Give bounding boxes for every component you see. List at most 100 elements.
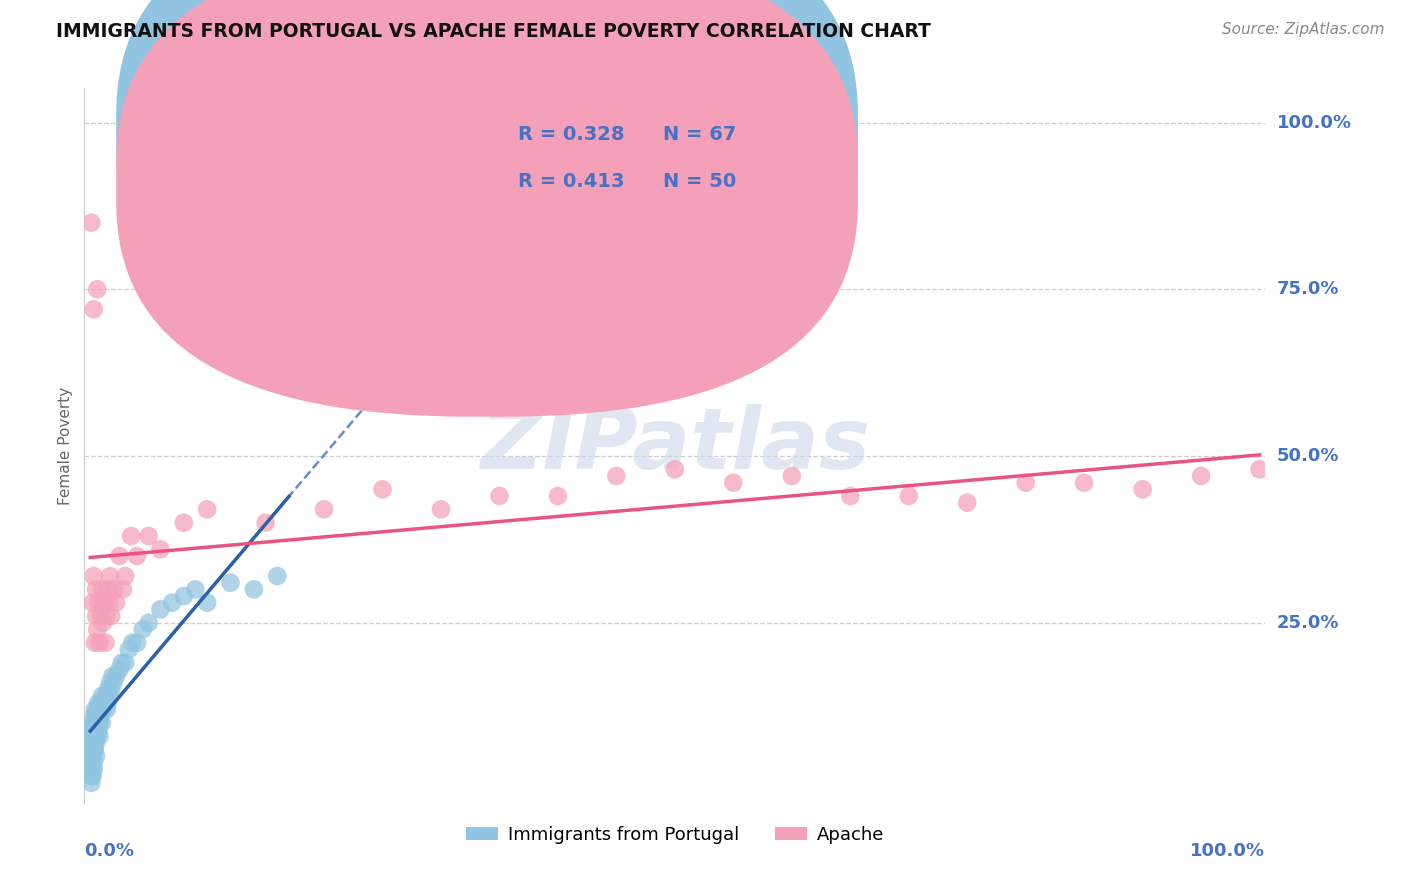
Point (82, 742, 104, 756)
Point (101, 669, 124, 683)
Point (83, 736, 105, 750)
Point (138, 615, 160, 630)
Text: Source: ZipAtlas.com: Source: ZipAtlas.com (1222, 22, 1385, 37)
Point (219, 575, 242, 590)
Point (84, 609, 107, 624)
Point (83, 742, 105, 756)
Point (184, 582, 207, 597)
Point (132, 623, 155, 637)
Point (98, 569, 121, 583)
Point (90, 609, 112, 624)
Point (87, 596, 110, 610)
FancyBboxPatch shape (117, 0, 858, 417)
Point (83, 742, 105, 756)
Text: 75.0%: 75.0% (1277, 280, 1339, 298)
Point (120, 529, 142, 543)
Point (125, 636, 148, 650)
Point (90, 689, 112, 703)
Point (149, 542, 172, 557)
Point (82, 749, 104, 764)
Point (80, 736, 103, 750)
Point (138, 529, 160, 543)
Text: 50.0%: 50.0% (1277, 447, 1339, 465)
Point (1015, 475, 1038, 490)
Point (82, 715, 104, 730)
Point (90, 582, 112, 597)
Point (111, 656, 134, 670)
Point (83, 702, 105, 716)
Point (80, 723, 103, 737)
Point (83, 569, 105, 583)
Point (93, 596, 115, 610)
Point (430, 502, 453, 516)
Point (86, 715, 108, 730)
Point (82, 763, 104, 777)
Point (82, 729, 104, 743)
Text: IMMIGRANTS FROM PORTUGAL VS APACHE FEMALE POVERTY CORRELATION CHART: IMMIGRANTS FROM PORTUGAL VS APACHE FEMAL… (56, 22, 931, 41)
Point (121, 636, 143, 650)
Point (100, 682, 122, 697)
Point (547, 489, 569, 503)
Point (312, 502, 335, 516)
Point (97, 596, 120, 610)
Point (86, 282, 108, 296)
Point (114, 656, 136, 670)
Point (1132, 483, 1154, 497)
Point (114, 569, 136, 583)
Point (86, 623, 108, 637)
Point (89, 702, 111, 716)
Point (94, 689, 117, 703)
Point (723, 475, 745, 490)
Point (91, 615, 114, 630)
Point (149, 602, 172, 616)
Point (96, 609, 118, 624)
Point (87, 723, 110, 737)
Point (83, 723, 105, 737)
Point (103, 582, 125, 597)
Point (84, 582, 107, 597)
FancyBboxPatch shape (117, 0, 858, 369)
Point (98, 675, 121, 690)
Point (254, 516, 277, 530)
Point (94, 636, 117, 650)
Point (84, 723, 107, 737)
Point (83, 715, 105, 730)
Point (488, 489, 510, 503)
Point (84, 749, 107, 764)
Point (100, 609, 122, 624)
Point (87, 696, 110, 710)
Point (195, 596, 218, 610)
Point (89, 636, 111, 650)
Point (80, 769, 103, 783)
Point (97, 582, 120, 597)
Point (118, 642, 141, 657)
Point (108, 549, 131, 563)
Point (1249, 462, 1271, 476)
Point (83, 756, 105, 770)
Point (80, 749, 103, 764)
Text: 100.0%: 100.0% (1191, 842, 1265, 860)
Point (84, 736, 107, 750)
Point (839, 489, 862, 503)
Point (1189, 469, 1212, 483)
Point (173, 516, 195, 530)
Point (104, 669, 127, 683)
Point (371, 483, 394, 497)
Point (80, 776, 103, 790)
Point (90, 715, 112, 730)
Point (160, 596, 183, 610)
Point (111, 582, 134, 597)
Point (80, 756, 103, 770)
Point (90, 696, 112, 710)
Point (104, 596, 127, 610)
Text: ZIPatlas: ZIPatlas (479, 404, 870, 488)
Point (243, 582, 266, 597)
Text: N = 50: N = 50 (664, 172, 737, 192)
Text: R = 0.413: R = 0.413 (517, 172, 624, 192)
Point (97, 696, 120, 710)
Legend: Immigrants from Portugal, Apache: Immigrants from Portugal, Apache (458, 819, 891, 851)
Text: R = 0.328: R = 0.328 (517, 125, 624, 144)
Point (86, 702, 108, 716)
Point (605, 469, 627, 483)
Point (82, 769, 104, 783)
